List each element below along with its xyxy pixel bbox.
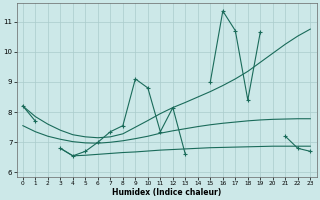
X-axis label: Humidex (Indice chaleur): Humidex (Indice chaleur) <box>112 188 221 197</box>
